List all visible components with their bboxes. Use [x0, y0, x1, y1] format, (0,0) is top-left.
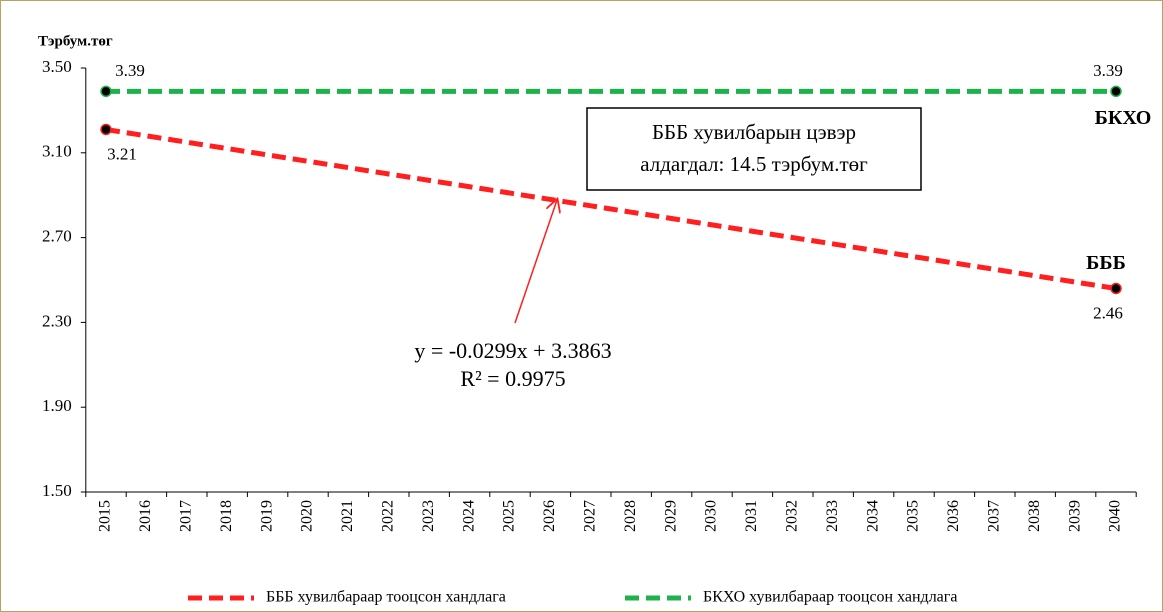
x-tick-label: 2020 — [299, 500, 316, 532]
y-tick-label: 1.90 — [42, 396, 72, 415]
x-tick-label: 2016 — [137, 500, 154, 532]
trendline-arrow — [514, 200, 557, 324]
x-tick-label: 2018 — [218, 500, 235, 532]
data-label: 3.21 — [107, 144, 137, 163]
y-tick-label: 3.50 — [42, 57, 72, 76]
x-tick-label: 2026 — [541, 500, 558, 532]
legend-label: БКХО хувилбараар тооцсон хандлага — [703, 589, 957, 606]
point-marker — [1110, 282, 1122, 295]
data-label: 3.39 — [115, 61, 145, 80]
x-tick-label: 2029 — [662, 500, 679, 532]
x-tick-label: 2037 — [985, 500, 1002, 532]
annotation-box — [586, 107, 922, 191]
data-label: 3.39 — [1093, 61, 1123, 80]
x-tick-label: 2024 — [460, 500, 477, 532]
x-tick-label: 2039 — [1066, 500, 1083, 532]
x-tick-label: 2019 — [258, 500, 275, 532]
x-tick-label: 2017 — [177, 500, 194, 532]
y-axis-label: Тэрбум.төг — [38, 33, 113, 49]
legend-label: БББ хувилбараар тооцсон хандлага — [266, 589, 506, 606]
y-tick-label: 2.70 — [42, 227, 72, 246]
x-tick-label: 2035 — [905, 500, 922, 532]
x-tick-label: 2032 — [783, 500, 800, 532]
x-tick-label: 2036 — [945, 500, 962, 532]
trendline-r2: R² = 0.9975 — [460, 366, 565, 391]
annotation-text: алдагдал: 14.5 тэрбум.төг — [640, 152, 868, 176]
point-marker — [100, 123, 112, 136]
x-tick-label: 2040 — [1107, 500, 1124, 532]
y-tick-label: 1.50 — [42, 481, 72, 500]
series-end-label: БББ — [1086, 252, 1126, 274]
x-tick-label: 2027 — [581, 500, 598, 532]
trendline-equation: y = -0.0299x + 3.3863 — [414, 338, 611, 363]
y-tick-label: 3.10 — [42, 142, 72, 161]
x-tick-label: 2033 — [824, 500, 841, 532]
x-tick-label: 2030 — [703, 500, 720, 532]
series-line — [105, 127, 1117, 291]
x-tick-label: 2021 — [339, 500, 356, 532]
y-tick-label: 2.30 — [42, 311, 72, 330]
data-label: 2.46 — [1093, 303, 1123, 322]
x-tick-label: 2028 — [622, 500, 639, 532]
x-tick-label: 2022 — [379, 500, 396, 532]
x-tick-label: 2031 — [743, 500, 760, 532]
x-tick-label: 2023 — [420, 500, 437, 532]
x-tick-label: 2034 — [864, 500, 881, 532]
x-tick-label: 2015 — [97, 500, 114, 532]
point-marker — [100, 85, 112, 98]
x-tick-label: 2025 — [501, 500, 518, 532]
x-tick-label: 2038 — [1026, 500, 1043, 532]
annotation-text: БББ хувилбарын цэвэр — [652, 120, 856, 144]
point-marker — [1110, 85, 1122, 98]
series-end-label: БКХО — [1095, 107, 1152, 129]
